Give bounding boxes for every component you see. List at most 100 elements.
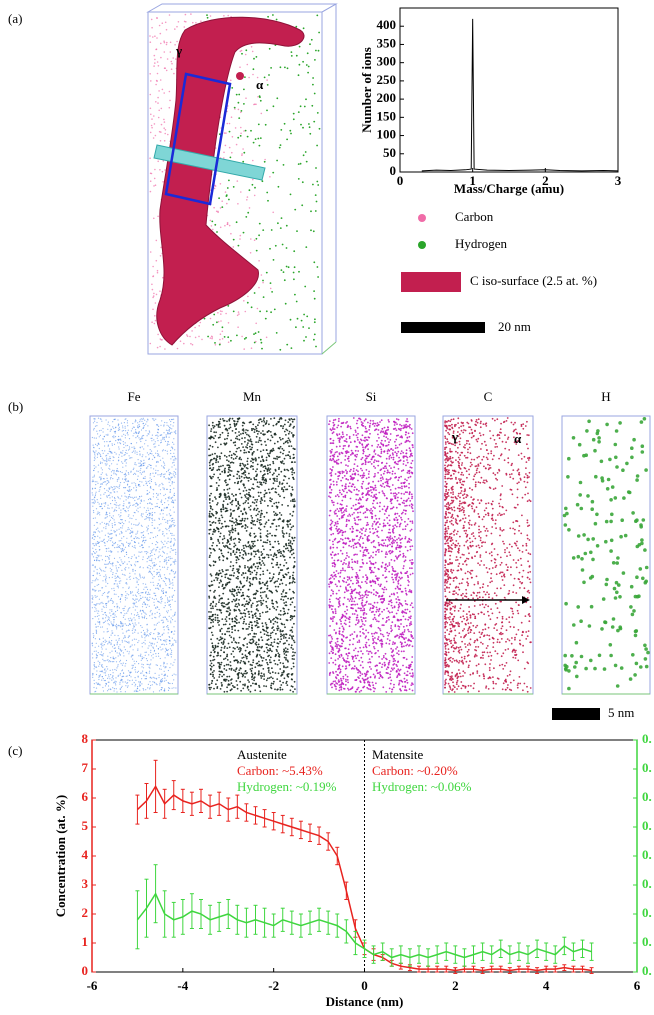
atom-dot xyxy=(118,567,119,568)
atom-dot xyxy=(173,507,174,508)
atom-dot xyxy=(247,442,249,444)
atom-dot xyxy=(104,450,105,451)
atom-dot xyxy=(134,600,135,601)
atom-dot xyxy=(104,592,105,593)
atom-dot xyxy=(132,655,133,656)
atom-dot xyxy=(138,633,139,634)
atom-dot xyxy=(167,443,168,444)
atom-dot xyxy=(163,92,165,94)
atom-dot xyxy=(267,678,269,680)
atom-dot xyxy=(173,561,174,562)
atom-dot xyxy=(102,472,103,473)
atom-dot xyxy=(219,556,221,558)
atom-dot xyxy=(138,556,139,557)
atom-dot xyxy=(112,507,113,508)
atom-dot xyxy=(236,335,238,337)
atom-dot xyxy=(256,624,258,626)
atom-dot xyxy=(168,426,169,427)
atom-dot xyxy=(100,506,101,507)
atom-dot xyxy=(175,433,176,434)
atom-dot xyxy=(115,504,116,505)
atom-dot xyxy=(121,561,122,562)
atom-dot xyxy=(253,142,255,144)
atom-dot xyxy=(125,437,126,438)
atom-dot xyxy=(132,659,133,660)
atom-dot xyxy=(292,525,294,527)
atom-dot xyxy=(149,483,150,484)
atom-dot xyxy=(124,636,125,637)
atom-dot xyxy=(164,552,165,553)
atom-dot xyxy=(240,660,242,662)
atom-dot xyxy=(104,445,105,446)
atom-dot xyxy=(168,504,169,505)
atom-dot xyxy=(278,627,280,629)
atom-dot xyxy=(254,672,256,674)
atom-dot xyxy=(134,473,135,474)
atom-dot xyxy=(95,691,96,692)
atom-dot xyxy=(127,434,128,435)
atom-dot xyxy=(198,336,200,338)
atom-dot xyxy=(119,625,120,626)
atom-dot xyxy=(290,194,292,196)
atom-dot xyxy=(166,434,167,435)
atom-dot xyxy=(175,642,176,643)
atom-dot xyxy=(102,603,103,604)
atom-dot xyxy=(99,623,100,624)
atom-dot xyxy=(272,576,274,578)
atom-dot xyxy=(139,599,140,600)
atom-dot xyxy=(276,622,278,624)
atom-dot xyxy=(204,318,206,320)
atom-dot xyxy=(101,541,102,542)
atom-dot xyxy=(280,452,282,454)
atom-dot xyxy=(143,531,144,532)
atom-dot xyxy=(107,514,108,515)
atom-dot xyxy=(111,463,112,464)
atom-dot xyxy=(167,500,168,501)
atom-dot xyxy=(122,574,123,575)
atom-dot xyxy=(95,426,96,427)
atom-dot xyxy=(162,591,163,592)
atom-dot xyxy=(95,488,96,489)
atom-dot xyxy=(222,517,224,519)
atom-dot xyxy=(233,239,235,241)
atom-dot xyxy=(235,603,237,605)
atom-dot xyxy=(271,505,273,507)
atom-dot xyxy=(92,548,93,549)
atom-dot xyxy=(261,510,263,512)
atom-dot xyxy=(173,550,174,551)
atom-dot xyxy=(150,632,151,633)
atom-dot xyxy=(210,318,212,320)
atom-dot xyxy=(110,538,111,539)
atom-dot xyxy=(102,626,103,627)
atom-dot xyxy=(209,521,211,523)
atom-dot xyxy=(252,541,254,543)
atom-dot xyxy=(150,453,151,454)
atom-dot xyxy=(240,235,242,237)
atom-dot xyxy=(161,500,162,501)
atom-dot xyxy=(162,556,163,557)
atom-dot xyxy=(132,668,133,669)
atom-dot xyxy=(123,505,124,506)
atom-dot xyxy=(95,484,96,485)
atom-dot xyxy=(283,271,285,273)
atom-dot xyxy=(102,667,103,668)
atom-dot xyxy=(174,525,175,526)
atom-dot xyxy=(130,564,131,565)
atom-dot xyxy=(99,542,100,543)
atom-dot xyxy=(151,440,152,441)
atom-dot xyxy=(131,613,132,614)
atom-dot xyxy=(98,471,99,472)
atom-dot xyxy=(227,659,229,661)
atom-dot xyxy=(164,674,165,675)
atom-dot xyxy=(293,457,295,459)
atom-dot xyxy=(213,314,215,316)
atom-dot xyxy=(219,479,221,481)
atom-dot xyxy=(125,619,126,620)
atom-dot xyxy=(103,622,104,623)
atom-dot xyxy=(279,668,281,670)
atom-dot xyxy=(190,343,192,345)
atom-dot xyxy=(126,506,127,507)
atom-dot xyxy=(163,432,164,433)
atom-dot xyxy=(136,487,137,488)
atom-dot xyxy=(100,498,101,499)
